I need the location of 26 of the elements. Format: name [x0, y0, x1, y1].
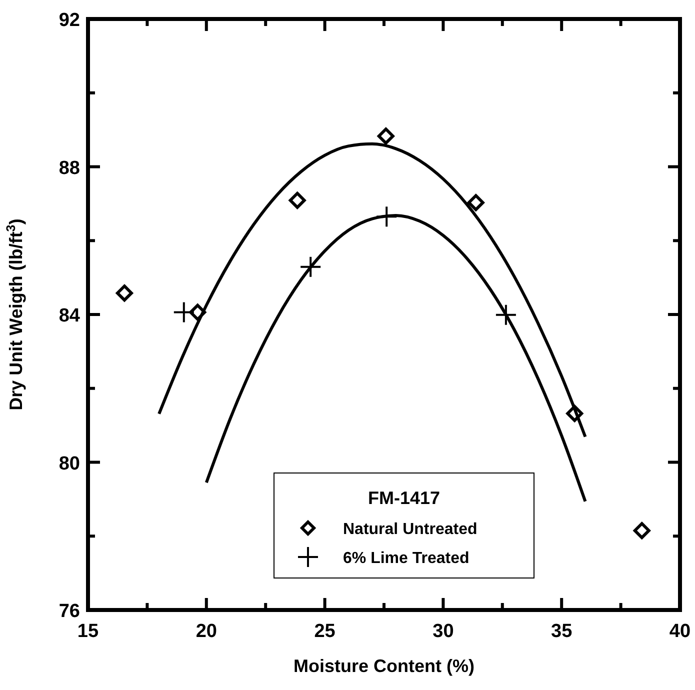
y-tick-label: 76 [58, 601, 80, 622]
x-tick-label: 30 [432, 621, 454, 642]
y-tick-label: 88 [58, 158, 80, 179]
x-axis-title: Moisture Content (%) [294, 656, 474, 676]
x-tick-label: 35 [551, 621, 573, 642]
point [174, 302, 194, 322]
legend-label: 6% Lime Treated [343, 550, 470, 567]
point [566, 404, 584, 422]
point [189, 304, 206, 321]
point [376, 206, 397, 227]
y-tick-label: 84 [58, 306, 80, 326]
x-tick-label: 40 [669, 621, 691, 642]
point [377, 128, 394, 145]
point [116, 284, 133, 302]
point [496, 304, 516, 325]
x-tick-label: 25 [314, 621, 336, 642]
y-tick-label: 80 [58, 453, 80, 474]
x-tick-label: 20 [196, 621, 217, 642]
point [633, 522, 650, 540]
x-tick-label: 15 [77, 621, 99, 642]
legend-title: FM-1417 [368, 488, 440, 508]
point [288, 192, 306, 209]
legend-label: Natural Untreated [343, 521, 478, 538]
y-tick-label: 92 [58, 10, 80, 31]
point [467, 194, 484, 212]
point [300, 256, 321, 277]
